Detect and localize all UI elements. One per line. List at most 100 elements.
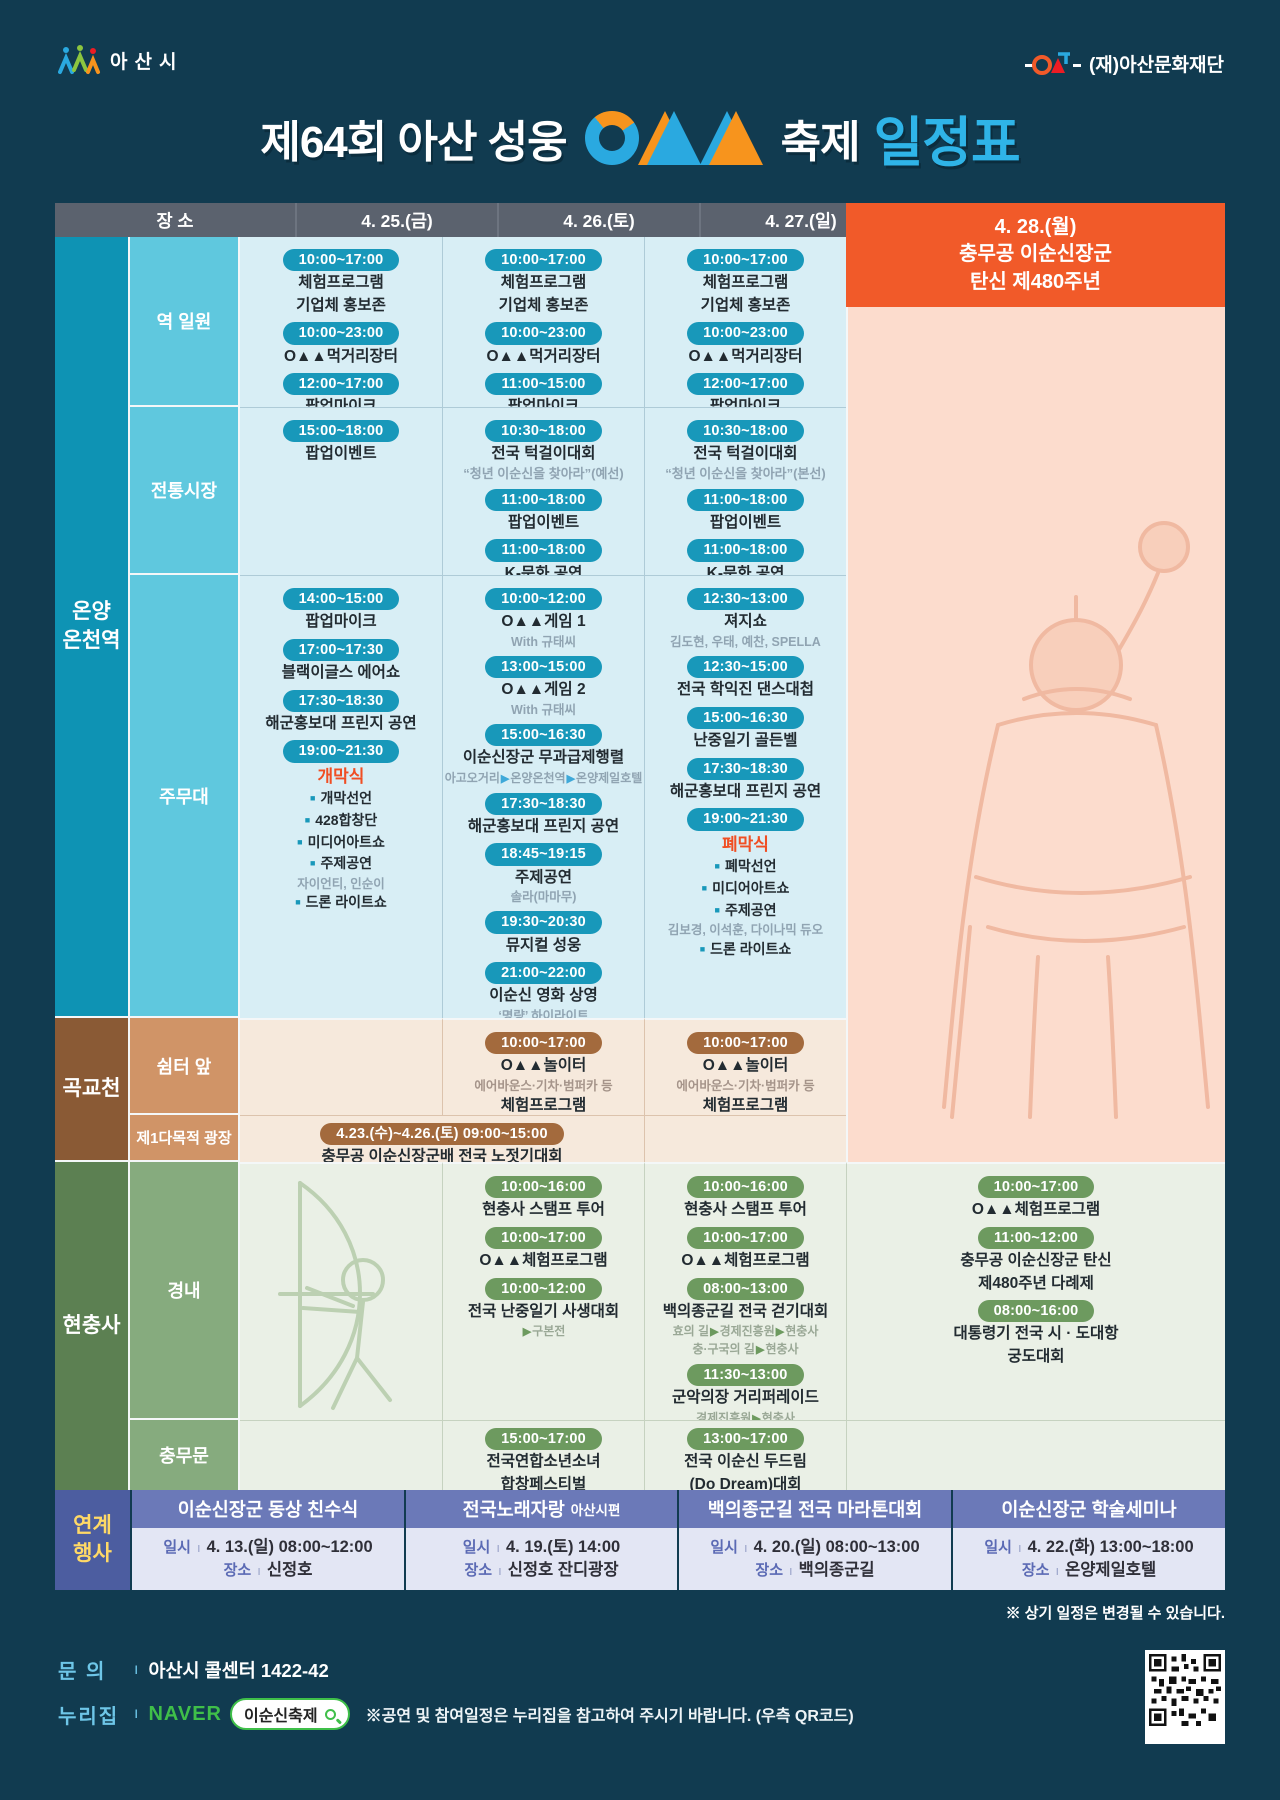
event-item: 12:00~17:00 팝업마이크 (645, 372, 846, 407)
time-badge: 10:00~17:00 (687, 1032, 804, 1055)
event-line: “청년 이순신을 찾아라”(예선) (463, 465, 624, 481)
event-line: 김보경, 이석훈, 다이나믹 듀오 (667, 923, 824, 938)
event-line: 해군홍보대 프린지 공연 (467, 817, 620, 835)
separator: ı (1055, 1563, 1060, 1578)
linked-event-2: 전국노래자랑 아산시편 일시 ı 4. 19.(토) 14:00 장소 ı 신정호 잔디… (404, 1490, 677, 1590)
event-item: 10:00~12:00 전국 난중일기 사생대회 ▶구본전 (443, 1277, 644, 1341)
separator: ı (743, 1540, 748, 1556)
event-line: 드론 라이트쇼 (240, 892, 442, 914)
date-label: 일시 (984, 1539, 1012, 1557)
event-line: 궁도대회 (1007, 1347, 1065, 1365)
website-label: 누리집 (58, 1705, 120, 1728)
time-badge: 11:00~18:00 (687, 539, 804, 562)
arrow-icon: ▶ (755, 1344, 765, 1357)
foundation-logo-text: (재)아산문화재단 (1088, 54, 1224, 76)
row-label-multipurpose-plaza: 제1다목적 광장 (130, 1115, 240, 1162)
header-date-0428: 4. 28.(월) 충무공 이순신장군 탄신 제480주년 (846, 203, 1225, 307)
event-line: O▲▲놀이터 (702, 1057, 789, 1075)
schedule-cell: 10:00~12:00 O▲▲게임 1 With 규태씨 13:00~15:00 O▲▲… (442, 575, 644, 1018)
linked-event-4: 이순신장군 학술세미나 일시 ı 4. 22.(화) 13:00~18:00 장소 ı… (951, 1490, 1225, 1590)
time-badge: 11:00~15:00 (485, 372, 602, 396)
event-line: 팝업마이크 (305, 613, 377, 631)
separator: ı (789, 1563, 793, 1578)
event-line: 체험프로그램 (702, 1097, 789, 1114)
schedule-change-note: ※ 상기 일정은 변경될 수 있습니다. (1005, 1605, 1225, 1622)
separator: ı (257, 1563, 261, 1578)
schedule-cell: 12:30~13:00 져지쇼 김도현, 우태, 예찬, SPELLA 12:30~1… (644, 575, 846, 1018)
event-item: 13:00~15:00 O▲▲게임 2 With 규태씨 (443, 656, 644, 718)
event-line: 기업체 홍보존 (700, 296, 791, 314)
event-line: 전국 턱걸이대회 (491, 445, 596, 463)
time-badge: 10:00~17:00 (485, 1226, 602, 1250)
schedule-cell: 13:00~17:00 전국 이순신 두드림 (Do Dream)대회 (644, 1420, 846, 1490)
time-badge: 14:00~15:00 (282, 588, 400, 611)
date-label: 일시 (710, 1539, 738, 1557)
event-line: 솔라(마마무) (510, 890, 577, 905)
time-badge: 17:30~18:30 (687, 757, 804, 780)
linked-event-1: 이순신장군 동상 친수식 일시 ı 4. 13.(일) 08:00~12:00 장소… (130, 1490, 404, 1590)
asan-city-logo: 아산시 (58, 44, 183, 76)
separator: ı (498, 1563, 502, 1578)
event-line: 해군홍보대 프린지 공연 (265, 714, 417, 732)
event-line: With 규태씨 (511, 634, 576, 649)
event-item: 11:00~18:00 K-문화 공연 (645, 539, 846, 575)
contact-info: 문 의 ı 아산시 콜센터 1422-42 누리집 ı NAVER 이순신축제 … (58, 1655, 854, 1744)
search-keyword: 이순신축제 (243, 1708, 318, 1725)
time-badge: 10:00~23:00 (687, 322, 804, 345)
linked-events-section: 연계 행사 이순신장군 동상 친수식 일시 ı 4. 13.(일) 08:00~12… (55, 1490, 1225, 1590)
arrow-icon: ▶ (710, 1326, 719, 1339)
linked-event-title-text: 이순신장군 학술세미나 (1001, 1499, 1177, 1520)
event-item: 12:00~17:00 팝업마이크 (240, 372, 442, 407)
date-label: 일시 (163, 1539, 191, 1557)
event-line: K-문화 공연 (706, 564, 785, 575)
schedule-cell: 10:00~17:00 체험프로그램 기업체 홍보존 10:00~23:00 O▲▲먹거… (644, 237, 846, 407)
time-badge: 10:00~16:00 (687, 1176, 804, 1199)
time-badge: 12:00~17:00 (687, 372, 804, 396)
time-badge: 10:00~17:00 (687, 249, 804, 272)
event-item: 10:00~16:00 현충사 스탬프 투어 (443, 1176, 644, 1221)
time-badge: 10:00~17:00 (977, 1176, 1095, 1199)
linked-event-details: 일시 ı 4. 22.(화) 13:00~18:00 장소 ı 온양제일호텔 (953, 1528, 1225, 1590)
group-label-gokgyocheon: 곡교천 (55, 1018, 130, 1162)
event-line: With 규태씨 (511, 702, 576, 717)
naver-search-pill[interactable]: 이순신축제 (229, 1698, 350, 1730)
time-badge: 10:30~18:00 (687, 420, 804, 443)
time-badge: 10:00~23:00 (282, 322, 400, 345)
event-line: O▲▲먹거리장터 (486, 347, 601, 365)
time-badge: 10:00~16:00 (485, 1176, 602, 1199)
event-item: 21:00~22:00 이순신 영화 상영 ‘명량’ 하이라이트 (443, 962, 644, 1018)
event-line: 해군홍보대 프린지 공연 (669, 782, 822, 800)
event-item: 08:00~16:00 대통령기 전국 시 · 도대항 궁도대회 (847, 1299, 1225, 1367)
event-line: 뮤지컬 성웅 (505, 936, 582, 954)
event-line: 이순신장군 무과급제행렬 (462, 749, 625, 767)
event-line: 개막식 (317, 766, 365, 786)
time-badge: 10:00~17:00 (687, 1226, 804, 1250)
event-date: 4. 22.(화) 13:00~18:00 (1027, 1538, 1194, 1557)
schedule-cell: 10:00~17:00 O▲▲놀이터 에어바운스·기차·범퍼카 등 체험프로그램 (644, 1018, 846, 1115)
event-line: K-문화 공연 (504, 564, 583, 575)
event-item: 10:30~18:00 전국 턱걸이대회 “청년 이순신을 찾아라”(본선) (645, 420, 846, 483)
linked-event-3: 백의종군길 전국 마라톤대회 일시 ı 4. 20.(일) 08:00~13:00 … (677, 1490, 951, 1590)
event-line: 팝업이벤트 (305, 445, 377, 463)
event-line: 효의 길▶경제진흥원▶현충사 (672, 1324, 819, 1339)
row-label-main-stage: 주무대 (130, 575, 240, 1018)
foundation-logo-icon (1024, 52, 1081, 75)
event-line: 전국 턱걸이대회 (693, 445, 798, 463)
event-place: 온양제일호텔 (1065, 1561, 1157, 1579)
linked-event-details: 일시 ı 4. 20.(일) 08:00~13:00 장소 ı 백의종군길 (679, 1528, 951, 1590)
time-badge: 17:00~17:30 (282, 638, 400, 662)
event-line: 팝업마이크 (709, 398, 782, 407)
time-badge: 10:00~17:00 (282, 249, 400, 272)
event-date: 4. 19.(토) 14:00 (505, 1538, 621, 1557)
event-line: 폐막선언 (645, 856, 846, 878)
naver-logo: NAVER (148, 1702, 222, 1725)
event-line: 전국 학익진 댄스대첩 (677, 681, 814, 699)
event-line: 주제공연 (240, 853, 442, 875)
time-badge: 15:00~16:30 (687, 706, 804, 730)
schedule-cell-empty (240, 1162, 442, 1420)
website-notice: ※공연 및 참여일정은 누리집을 참고하여 주시기 바랍니다. (우측 QR코드… (365, 1708, 854, 1725)
time-badge: 10:00~17:00 (485, 249, 602, 272)
schedule-cell-empty (846, 1420, 1225, 1490)
column-0428-body (846, 307, 1225, 1162)
